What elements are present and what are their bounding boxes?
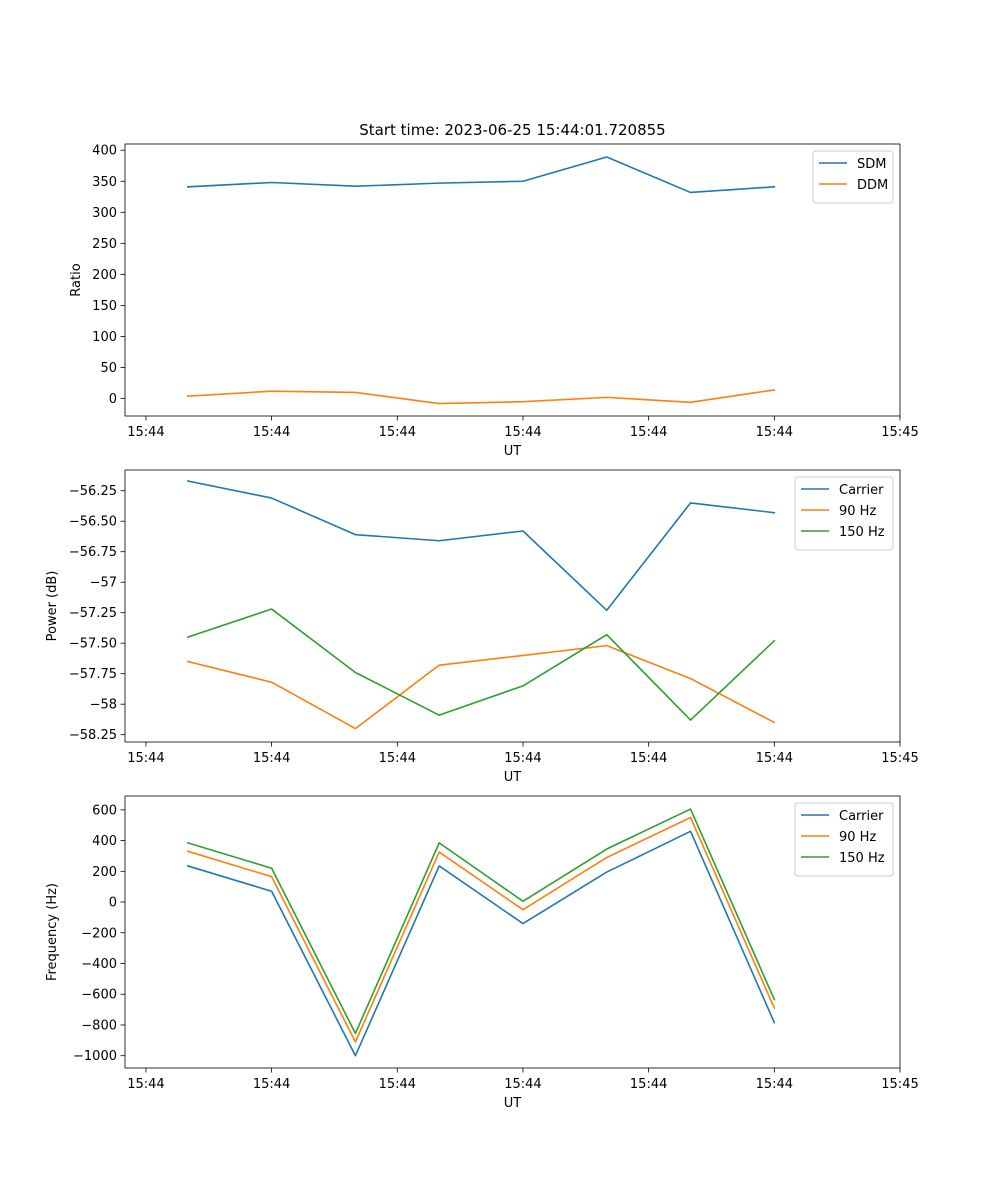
x-tick-label: 15:44: [630, 751, 667, 766]
x-tick-label: 15:44: [504, 751, 541, 766]
series-line-150-hz: [186, 608, 776, 721]
legend-label: Carrier: [839, 483, 884, 498]
y-tick-label: 200: [92, 268, 117, 283]
y-tick-label: 400: [92, 144, 117, 159]
y-axis-label: Frequency (Hz): [45, 883, 60, 981]
y-tick-label: −57.75: [69, 667, 117, 682]
y-tick-label: −58: [90, 698, 117, 713]
y-tick-label: −58.25: [69, 728, 117, 743]
legend-label: 90 Hz: [839, 504, 876, 519]
panel-1: 15:44 15:44 15:44 15:44 15:44 15:44 15:45 0 50 10…: [69, 143, 919, 459]
y-tick-label: −56.75: [69, 545, 117, 560]
series-line-90-hz: [186, 816, 776, 1043]
legend: Carrier 90 Hz 150 Hz: [794, 802, 894, 877]
y-tick-label: 50: [100, 361, 117, 376]
y-tick-label: 400: [92, 834, 117, 849]
y-tick-label: 150: [92, 299, 117, 314]
x-tick-label: 15:44: [379, 1077, 416, 1092]
x-tick-label: 15:44: [630, 1077, 667, 1092]
legend-box: [812, 150, 894, 204]
x-tick-label: 15:44: [127, 1077, 164, 1092]
x-tick-label: 15:44: [504, 1077, 541, 1092]
y-axis-label: Ratio: [69, 263, 84, 296]
y-tick-label: −600: [81, 988, 117, 1003]
y-tick-label: −400: [81, 957, 117, 972]
y-tick-label: 0: [109, 392, 117, 407]
x-axis-label: UT: [504, 1096, 522, 1111]
axes-frame: [124, 795, 901, 1069]
legend: SDM DDM: [812, 150, 894, 204]
y-tick-label: 200: [92, 865, 117, 880]
legend-label: Carrier: [839, 809, 884, 824]
y-tick-label: −56.25: [69, 484, 117, 499]
x-tick-label: 15:44: [127, 751, 164, 766]
x-tick-label: 15:44: [379, 425, 416, 440]
panel-2: 15:44 15:44 15:44 15:44 15:44 15:44 15:45 −56.2…: [45, 469, 919, 785]
y-tick-label: −57: [90, 576, 117, 591]
x-tick-label: 15:44: [253, 1077, 290, 1092]
panels: 15:44 15:44 15:44 15:44 15:44 15:44 15:45 0 50 10…: [45, 143, 919, 1111]
y-tick-label: −200: [81, 926, 117, 941]
legend: Carrier 90 Hz 150 Hz: [794, 476, 894, 551]
y-tick-label: 600: [92, 803, 117, 818]
axes-frame: [124, 469, 901, 743]
panel-3: 15:44 15:44 15:44 15:44 15:44 15:44 15:45 −1000…: [45, 795, 919, 1111]
x-tick-label: 15:44: [253, 751, 290, 766]
x-tick-label: 15:44: [127, 425, 164, 440]
y-tick-label: −57.50: [69, 637, 117, 652]
x-tick-label: 15:44: [756, 751, 793, 766]
y-tick-label: 250: [92, 237, 117, 252]
y-tick-label: 100: [92, 330, 117, 345]
legend-label: 150 Hz: [839, 851, 885, 866]
y-tick-label: 300: [92, 206, 117, 221]
x-axis-label: UT: [504, 444, 522, 459]
x-tick-label: 15:44: [756, 1077, 793, 1092]
y-axis-label: Power (dB): [45, 571, 60, 642]
y-tick-label: −56.50: [69, 515, 117, 530]
series-line-sdm: [186, 156, 776, 194]
x-tick-label: 15:45: [881, 751, 918, 766]
y-tick-label: 350: [92, 175, 117, 190]
legend-label: DDM: [857, 178, 888, 193]
y-tick-label: −57.25: [69, 606, 117, 621]
y-tick-label: 0: [109, 896, 117, 911]
series-line-carrier: [186, 830, 776, 1057]
series-line-150-hz: [186, 808, 776, 1035]
x-axis-label: UT: [504, 770, 522, 785]
series-line-carrier: [186, 480, 776, 612]
x-tick-label: 15:45: [881, 425, 918, 440]
x-tick-label: 15:44: [379, 751, 416, 766]
x-tick-label: 15:45: [881, 1077, 918, 1092]
axes-frame: [124, 143, 901, 417]
x-tick-label: 15:44: [253, 425, 290, 440]
legend-label: 90 Hz: [839, 830, 876, 845]
legend-label: 150 Hz: [839, 525, 885, 540]
legend-label: SDM: [857, 157, 886, 172]
series-line-ddm: [186, 389, 776, 405]
y-tick-label: −1000: [73, 1049, 117, 1064]
x-tick-label: 15:44: [630, 425, 667, 440]
y-tick-label: −800: [81, 1018, 117, 1033]
x-tick-label: 15:44: [504, 425, 541, 440]
figure-title: Start time: 2023-06-25 15:44:01.720855: [359, 121, 665, 139]
series-line-90-hz: [186, 644, 776, 730]
x-tick-label: 15:44: [756, 425, 793, 440]
